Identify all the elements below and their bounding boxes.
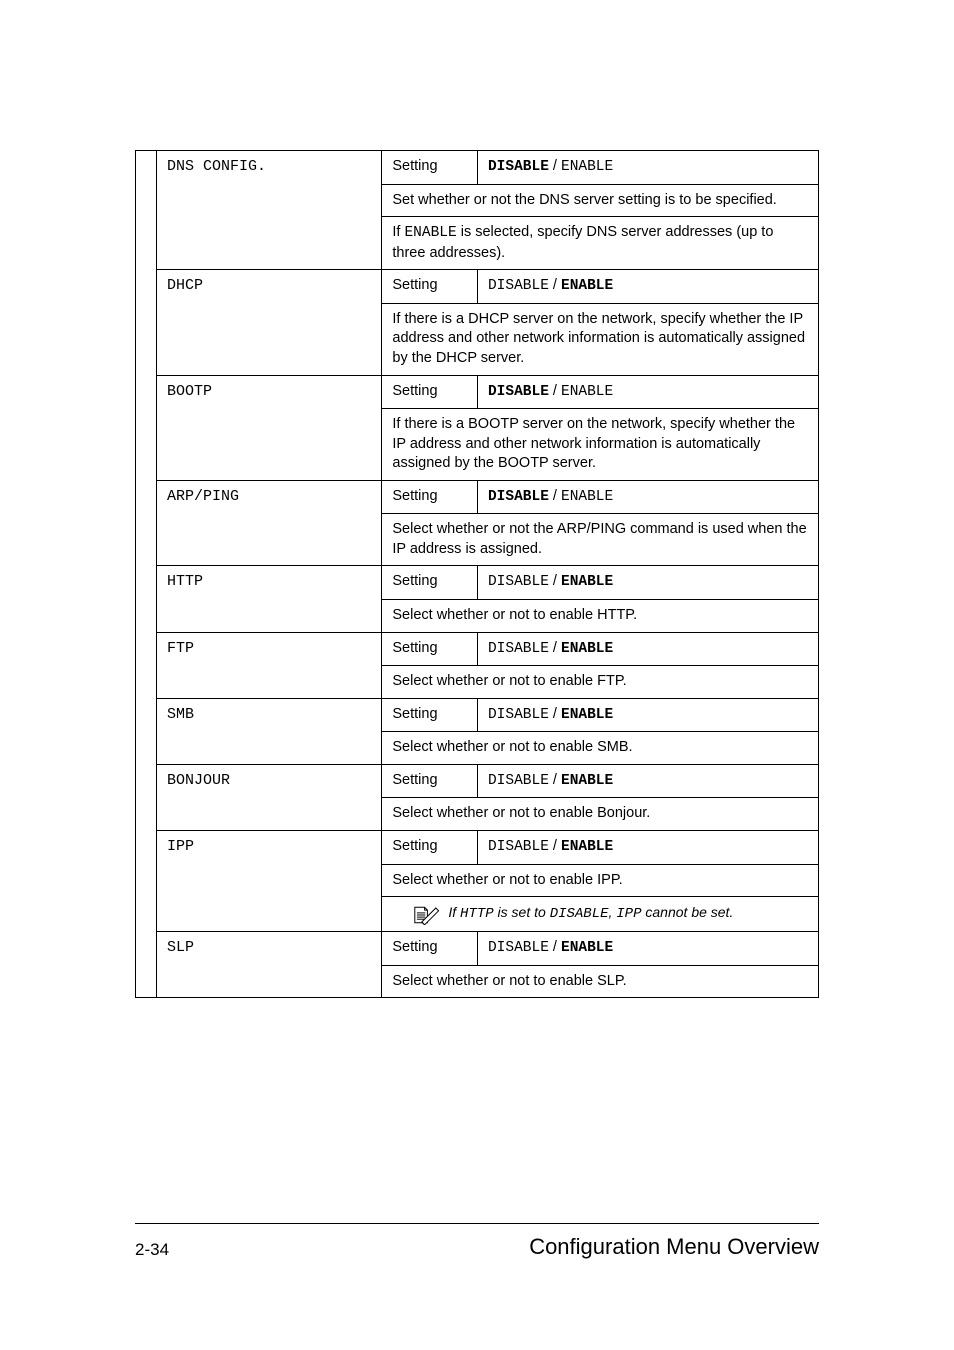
setting-description: If there is a BOOTP server on the networ… [382, 409, 819, 481]
setting-description: Select whether or not to enable Bonjour. [382, 798, 819, 831]
note-icon [412, 905, 440, 925]
setting-description: Select whether or not to enable HTTP. [382, 600, 819, 633]
setting-name: IPP [157, 830, 382, 931]
setting-name: HTTP [157, 566, 382, 632]
setting-description: If there is a DHCP server on the network… [382, 303, 819, 375]
setting-name: ARP/PING [157, 480, 382, 566]
setting-description: Select whether or not to enable SMB. [382, 732, 819, 765]
setting-note: If HTTP is set to DISABLE, IPP cannot be… [382, 897, 819, 932]
setting-name: SMB [157, 698, 382, 764]
setting-label-cell: Setting [382, 566, 478, 600]
setting-label-cell: Setting [382, 698, 478, 732]
setting-value-cell: DISABLE / ENABLE [477, 698, 818, 732]
setting-label-cell: Setting [382, 480, 478, 514]
setting-label-cell: Setting [382, 270, 478, 304]
setting-description: Set whether or not the DNS server settin… [382, 184, 819, 217]
setting-value-cell: DISABLE / ENABLE [477, 375, 818, 409]
setting-name: BONJOUR [157, 764, 382, 830]
setting-value-cell: DISABLE / ENABLE [477, 151, 818, 185]
setting-label-cell: Setting [382, 151, 478, 185]
page-footer: 2-34 Configuration Menu Overview [135, 1223, 819, 1260]
setting-label-cell: Setting [382, 632, 478, 666]
setting-description: Select whether or not to enable SLP. [382, 965, 819, 998]
page-number: 2-34 [135, 1240, 169, 1260]
setting-description: Select whether or not to enable IPP. [382, 864, 819, 897]
setting-description: If ENABLE is selected, specify DNS serve… [382, 217, 819, 270]
setting-label-cell: Setting [382, 932, 478, 966]
setting-value-cell: DISABLE / ENABLE [477, 270, 818, 304]
blank-left-strip [136, 151, 157, 998]
setting-description: Select whether or not the ARP/PING comma… [382, 514, 819, 566]
setting-name: SLP [157, 932, 382, 998]
setting-name: DHCP [157, 270, 382, 375]
settings-table: DNS CONFIG.SettingDISABLE / ENABLESet wh… [135, 150, 819, 998]
setting-value-cell: DISABLE / ENABLE [477, 632, 818, 666]
setting-value-cell: DISABLE / ENABLE [477, 480, 818, 514]
setting-value-cell: DISABLE / ENABLE [477, 830, 818, 864]
setting-name: FTP [157, 632, 382, 698]
setting-label-cell: Setting [382, 375, 478, 409]
setting-description: Select whether or not to enable FTP. [382, 666, 819, 699]
setting-value-cell: DISABLE / ENABLE [477, 566, 818, 600]
setting-value-cell: DISABLE / ENABLE [477, 932, 818, 966]
setting-name: BOOTP [157, 375, 382, 480]
note-text: If HTTP is set to DISABLE, IPP cannot be… [448, 903, 733, 924]
setting-name: DNS CONFIG. [157, 151, 382, 270]
setting-label-cell: Setting [382, 830, 478, 864]
setting-label-cell: Setting [382, 764, 478, 798]
setting-value-cell: DISABLE / ENABLE [477, 764, 818, 798]
footer-title: Configuration Menu Overview [529, 1234, 819, 1260]
